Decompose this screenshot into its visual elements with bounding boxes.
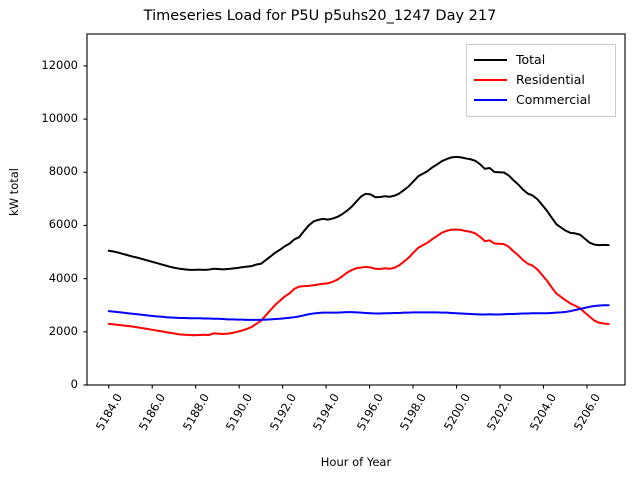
legend-item-total: Total — [474, 50, 608, 70]
legend-swatch-total — [474, 59, 507, 61]
y-tick-label: 12000 — [41, 57, 78, 72]
legend-swatch-commercial — [474, 99, 507, 101]
y-tick-label: 0 — [70, 377, 78, 391]
legend-label-residential: Residential — [516, 72, 585, 87]
legend-item-commercial: Commercial — [474, 90, 608, 110]
legend-swatch-residential — [474, 79, 507, 81]
chart-legend: Total Residential Commercial — [466, 44, 616, 117]
legend-label-commercial: Commercial — [516, 92, 591, 107]
y-tick-label: 10000 — [41, 111, 78, 126]
series-line-residential — [107, 228, 610, 337]
series-line-total — [107, 155, 610, 271]
chart-title: Timeseries Load for P5U p5uhs20_1247 Day… — [143, 8, 497, 24]
y-tick-label: 8000 — [48, 164, 78, 179]
y-axis-ticks — [83, 65, 87, 386]
y-tick-label: 6000 — [48, 217, 78, 232]
series-line-commercial — [107, 304, 610, 321]
legend-item-residential: Residential — [474, 70, 608, 90]
data-series-layer — [107, 155, 610, 337]
y-tick-label: 4000 — [48, 270, 78, 285]
y-tick-label: 2000 — [48, 323, 78, 338]
legend-label-total: Total — [516, 52, 546, 67]
x-axis-ticks — [108, 385, 588, 389]
x-axis-label: Hour of Year — [320, 455, 392, 469]
axes-frame — [86, 33, 626, 386]
